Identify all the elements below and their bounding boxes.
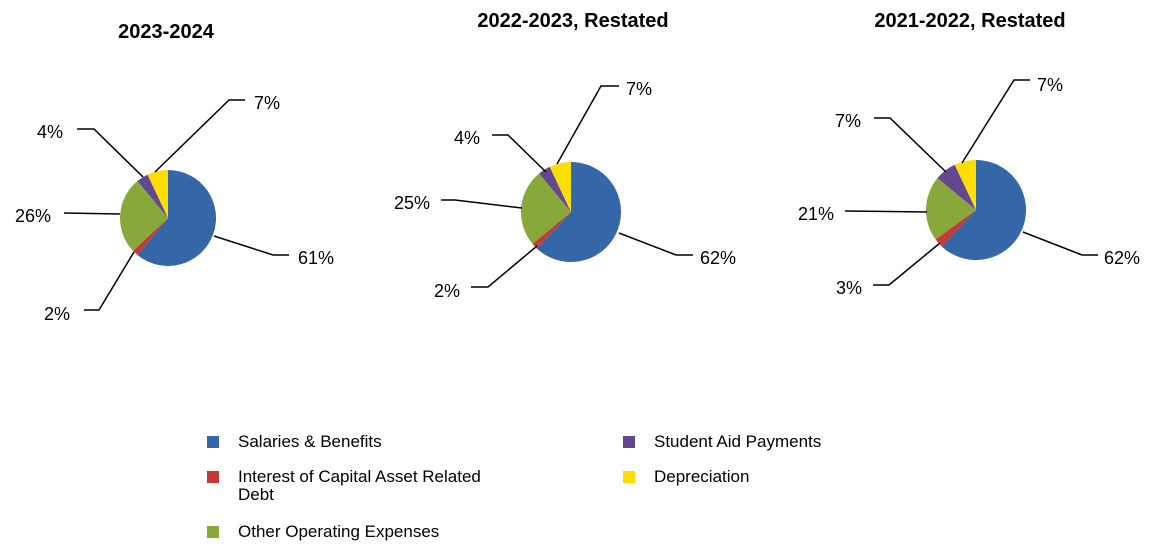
data-label-student-aid-payments: 4% (454, 128, 480, 148)
pie-slice-interest-of-capital-asset-related-debt (532, 212, 571, 249)
data-label-other-operating-expenses: 21% (798, 204, 834, 224)
data-label-depreciation: 7% (626, 79, 652, 99)
pie-slice-other-operating-expenses (925, 178, 976, 240)
leader-line-interest-of-capital-asset-related-debt (471, 245, 538, 288)
leader-line-interest-of-capital-asset-related-debt (873, 242, 941, 286)
chart-title: 2021-2022, Restated (874, 10, 1065, 32)
data-label-salaries-benefits: 62% (700, 248, 736, 268)
pie-slice-salaries-benefits (941, 160, 1026, 260)
pie-slice-student-aid-payments (137, 174, 168, 218)
leader-line-depreciation (154, 99, 245, 173)
leader-line-student-aid-payments (77, 128, 144, 178)
leader-line-interest-of-capital-asset-related-debt (84, 251, 135, 311)
data-label-interest-of-capital-asset-related-debt: 3% (836, 278, 862, 298)
leader-line-other-operating-expenses (63, 212, 121, 215)
leader-line-other-operating-expenses (844, 210, 928, 213)
pie-slice-interest-of-capital-asset-related-debt (133, 218, 168, 255)
leader-line-salaries-benefits (213, 235, 289, 256)
data-label-depreciation: 7% (254, 93, 280, 113)
data-label-salaries-benefits: 62% (1104, 248, 1140, 268)
leader-line-salaries-benefits (1022, 231, 1098, 256)
chart-title: 2022-2023, Restated (477, 10, 668, 32)
leader-line-depreciation (556, 85, 619, 165)
pie-slice-salaries-benefits (137, 170, 217, 267)
data-label-other-operating-expenses: 25% (394, 193, 430, 213)
pie-chart-2: 2022-2023, Restated 62% 2% 25% 4% 7% (394, 10, 736, 301)
leader-line-student-aid-payments (874, 117, 947, 173)
pie-chart-1: 2023-2024 61% 2% 26% 4% 7% (15, 21, 334, 324)
data-label-salaries-benefits: 61% (298, 248, 334, 268)
pie-slice-depreciation (549, 162, 571, 212)
pie-slice-student-aid-payments (937, 164, 976, 210)
data-label-depreciation: 7% (1037, 75, 1063, 95)
data-label-interest-of-capital-asset-related-debt: 2% (434, 281, 460, 301)
pie-chart-3: 2021-2022, Restated 62% 3% 21% 7% 7% (798, 10, 1140, 298)
pie-slice-salaries-benefits (536, 162, 621, 262)
leader-line-other-operating-expenses (441, 199, 523, 209)
pie-slice-depreciation (147, 170, 168, 218)
data-label-student-aid-payments: 7% (835, 111, 861, 131)
chart-title: 2023-2024 (118, 21, 215, 43)
pie-slice-depreciation (954, 160, 976, 210)
leader-line-student-aid-payments (492, 134, 547, 173)
data-label-other-operating-expenses: 26% (15, 206, 51, 226)
pie-slice-other-operating-expenses (120, 181, 168, 251)
data-label-student-aid-payments: 4% (37, 122, 63, 142)
data-label-interest-of-capital-asset-related-debt: 2% (44, 304, 70, 324)
pie-slice-other-operating-expenses (520, 173, 571, 244)
pie-slice-student-aid-payments (539, 166, 571, 212)
pie-slice-interest-of-capital-asset-related-debt (935, 210, 976, 247)
leader-line-depreciation (961, 79, 1030, 164)
leader-line-salaries-benefits (618, 232, 693, 256)
